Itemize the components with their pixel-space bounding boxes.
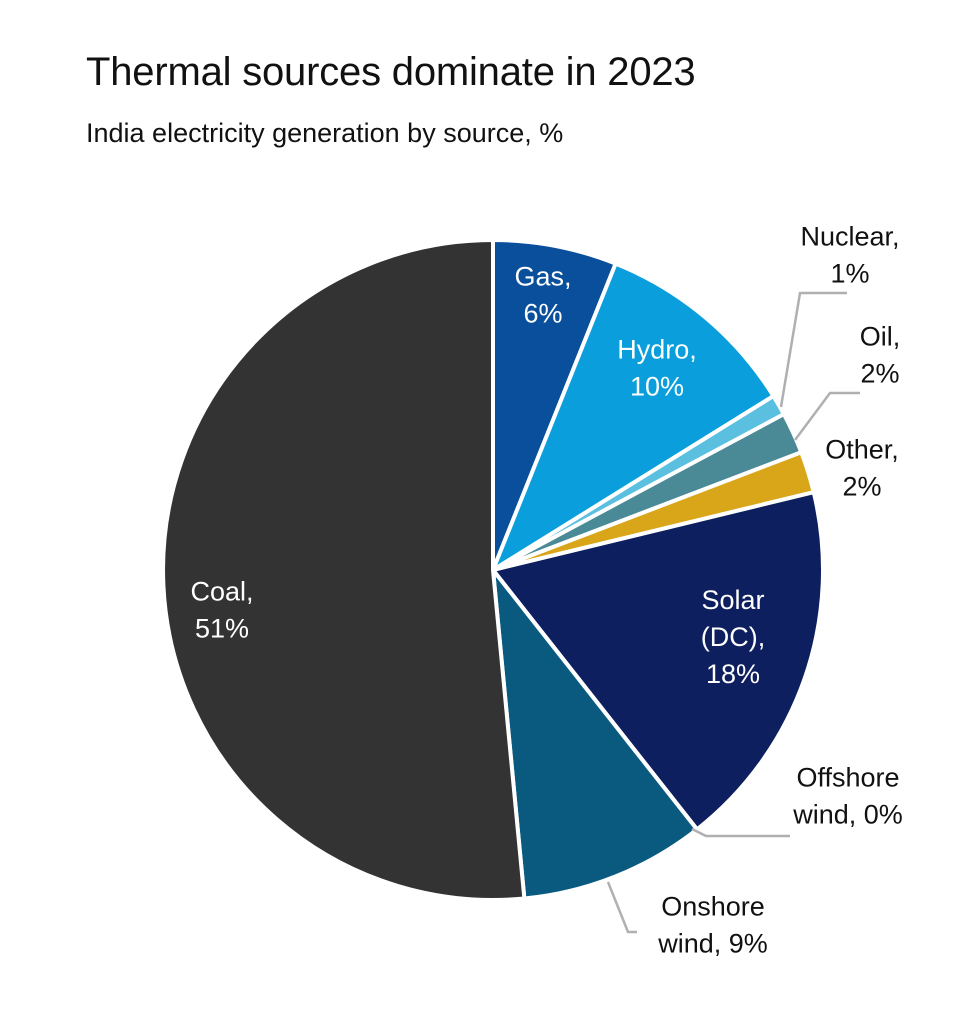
slice-label-solar-dc: Solar (DC), 18% [701, 585, 765, 689]
slice-label-line: 1% [830, 259, 869, 289]
slice-label-line: Nuclear, [800, 222, 899, 252]
slice-label-line: 6% [523, 299, 562, 329]
slice-label-line: Solar [701, 585, 764, 615]
slice-label-line: 18% [706, 659, 760, 689]
pie-slice-onshore-wind [491, 568, 699, 901]
leader-line-offshore-wind [691, 827, 790, 838]
leader-lines [606, 291, 860, 934]
pie-slice-solar-dc [491, 490, 825, 832]
slice-label-line: 2% [842, 472, 881, 502]
slice-label-gas: Gas, 6% [514, 262, 571, 329]
pie-slices [161, 238, 825, 902]
slice-label-other: Other, 2% [825, 435, 899, 502]
slice-label-nuclear: Nuclear, 1% [800, 222, 899, 289]
pie-slice-coal [161, 238, 527, 902]
slice-label-line: Offshore [796, 763, 899, 793]
slice-label-onshore-wind: Onshore wind, 9% [657, 892, 768, 959]
slice-label-line: Gas, [514, 262, 571, 292]
leader-line-nuclear [779, 291, 847, 408]
slice-label-hydro: Hydro, 10% [617, 335, 697, 402]
slice-label-line: (DC), [701, 622, 765, 652]
slice-label-line: Onshore [661, 892, 765, 922]
slice-label-offshore-wind: Offshore wind, 0% [792, 763, 903, 830]
leader-line-oil [793, 391, 860, 441]
slice-label-line: Other, [825, 435, 899, 465]
slice-label-line: 51% [195, 614, 249, 644]
pie-slice-gas [491, 238, 618, 572]
chart-subtitle: India electricity generation by source, … [86, 118, 564, 148]
slice-label-coal: Coal, 51% [190, 577, 253, 644]
slice-label-line: 2% [860, 359, 899, 389]
pie-slice-hydro [491, 261, 776, 572]
slice-labels: Gas, 6% Hydro, 10% Nuclear, 1% Oil, 2% Other, 2% S… [190, 222, 902, 959]
slice-label-line: Oil, [860, 322, 901, 352]
leader-line-onshore-wind [606, 881, 637, 934]
slice-label-line: 10% [630, 372, 684, 402]
chart-title: Thermal sources dominate in 2023 [86, 50, 696, 94]
slice-label-oil: Oil, 2% [860, 322, 901, 389]
slice-label-line: wind, 0% [792, 800, 903, 830]
slice-label-line: Hydro, [617, 335, 697, 365]
slice-label-line: Coal, [190, 577, 253, 607]
slice-label-line: wind, 9% [657, 929, 768, 959]
